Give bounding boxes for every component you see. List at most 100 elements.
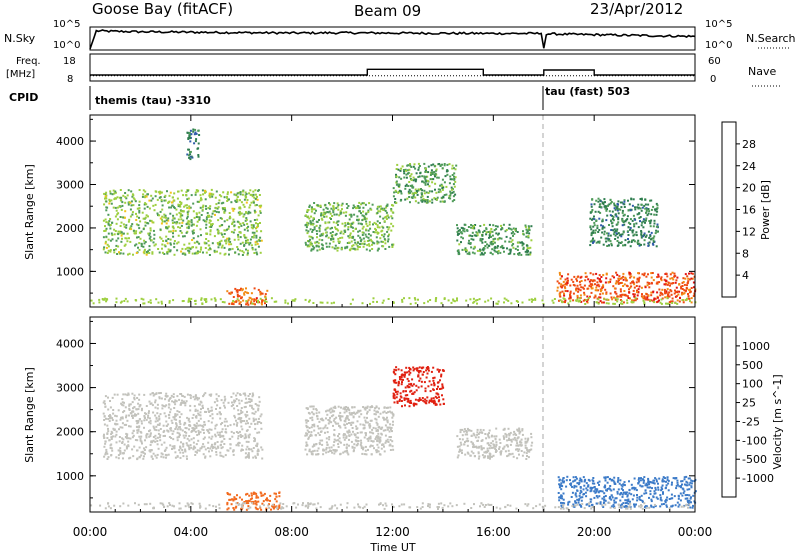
velocity-point <box>203 393 206 396</box>
velocity-point <box>311 453 314 456</box>
velocity-point <box>364 432 367 434</box>
velocity-point <box>339 419 342 422</box>
power-point <box>666 275 669 278</box>
power-point <box>261 300 264 303</box>
power-point <box>473 245 476 248</box>
power-point <box>211 195 214 198</box>
power-point <box>236 196 239 198</box>
velocity-point <box>393 393 396 396</box>
power-point <box>310 249 313 252</box>
power-point <box>184 248 187 251</box>
velocity-point <box>418 366 421 369</box>
power-point <box>674 281 677 284</box>
power-point <box>118 196 121 199</box>
power-point <box>470 224 473 226</box>
power-point <box>462 227 465 230</box>
power-point <box>163 253 166 255</box>
velocity-point <box>170 437 173 439</box>
power-point <box>453 178 456 181</box>
power-point <box>454 176 457 179</box>
power-point <box>640 231 643 234</box>
power-point <box>205 300 207 303</box>
power-point <box>221 301 224 303</box>
velocity-point <box>220 454 223 457</box>
power-point <box>607 234 610 237</box>
power-point <box>259 210 262 213</box>
power-point <box>465 250 467 253</box>
velocity-point <box>105 451 108 453</box>
power-point <box>434 188 436 191</box>
power-point <box>470 238 473 241</box>
power-point <box>135 212 137 215</box>
velocity-point <box>165 456 167 459</box>
power-point <box>125 197 128 200</box>
velocity-point <box>115 433 118 436</box>
velocity-point <box>196 449 199 452</box>
power-point <box>459 229 461 231</box>
power-point <box>254 241 257 244</box>
velocity-point <box>171 400 174 403</box>
velocity-point <box>321 443 324 446</box>
power-point <box>124 210 127 213</box>
velocity-point <box>405 397 408 400</box>
velocity-point <box>158 417 161 420</box>
velocity-point <box>150 455 153 458</box>
power-point <box>489 251 492 254</box>
velocity-point <box>394 379 397 382</box>
power-point <box>401 165 404 168</box>
velocity-point <box>212 445 214 448</box>
power-point <box>187 222 190 225</box>
power-point <box>176 197 179 200</box>
power-point <box>612 233 615 236</box>
velocity-point <box>366 421 369 424</box>
power-point <box>170 206 173 209</box>
power-point <box>109 250 112 253</box>
velocity-point <box>459 431 462 434</box>
velocity-point <box>190 446 193 449</box>
power-point <box>378 222 381 224</box>
power-point <box>617 221 620 224</box>
power-point <box>689 290 692 293</box>
power-point <box>165 235 168 238</box>
power-point <box>582 287 585 290</box>
velocity-point <box>161 453 164 456</box>
velocity-point <box>347 408 350 410</box>
power-point <box>264 293 267 296</box>
power-point <box>434 198 437 200</box>
power-point <box>105 227 108 230</box>
velocity-point <box>110 447 113 450</box>
velocity-point <box>516 428 519 431</box>
power-point <box>476 299 479 301</box>
power-point <box>248 192 251 195</box>
power-point <box>321 234 324 237</box>
power-point <box>629 286 632 289</box>
power-point <box>649 300 652 303</box>
power-point <box>421 195 424 198</box>
power-point <box>182 210 185 213</box>
power-point <box>651 272 654 274</box>
power-point <box>120 221 123 224</box>
power-point <box>423 192 426 195</box>
power-point <box>605 291 608 294</box>
power-point <box>611 225 614 228</box>
power-point <box>619 302 622 305</box>
velocity-point <box>432 377 435 380</box>
velocity-point <box>147 416 149 419</box>
power-point <box>195 212 198 215</box>
velocity-point <box>229 424 232 427</box>
power-point <box>439 190 442 193</box>
velocity-point <box>341 415 344 418</box>
power-point <box>247 303 250 306</box>
velocity-point <box>152 425 155 428</box>
velocity-point <box>312 408 315 411</box>
power-point <box>113 228 116 231</box>
velocity-point <box>138 456 141 459</box>
velocity-point <box>121 403 124 406</box>
power-point <box>400 167 403 170</box>
velocity-point <box>345 410 348 413</box>
velocity-point <box>194 394 197 397</box>
velocity-point <box>199 417 202 420</box>
power-point <box>610 242 613 245</box>
power-point <box>210 188 213 191</box>
velocity-point <box>245 429 248 432</box>
